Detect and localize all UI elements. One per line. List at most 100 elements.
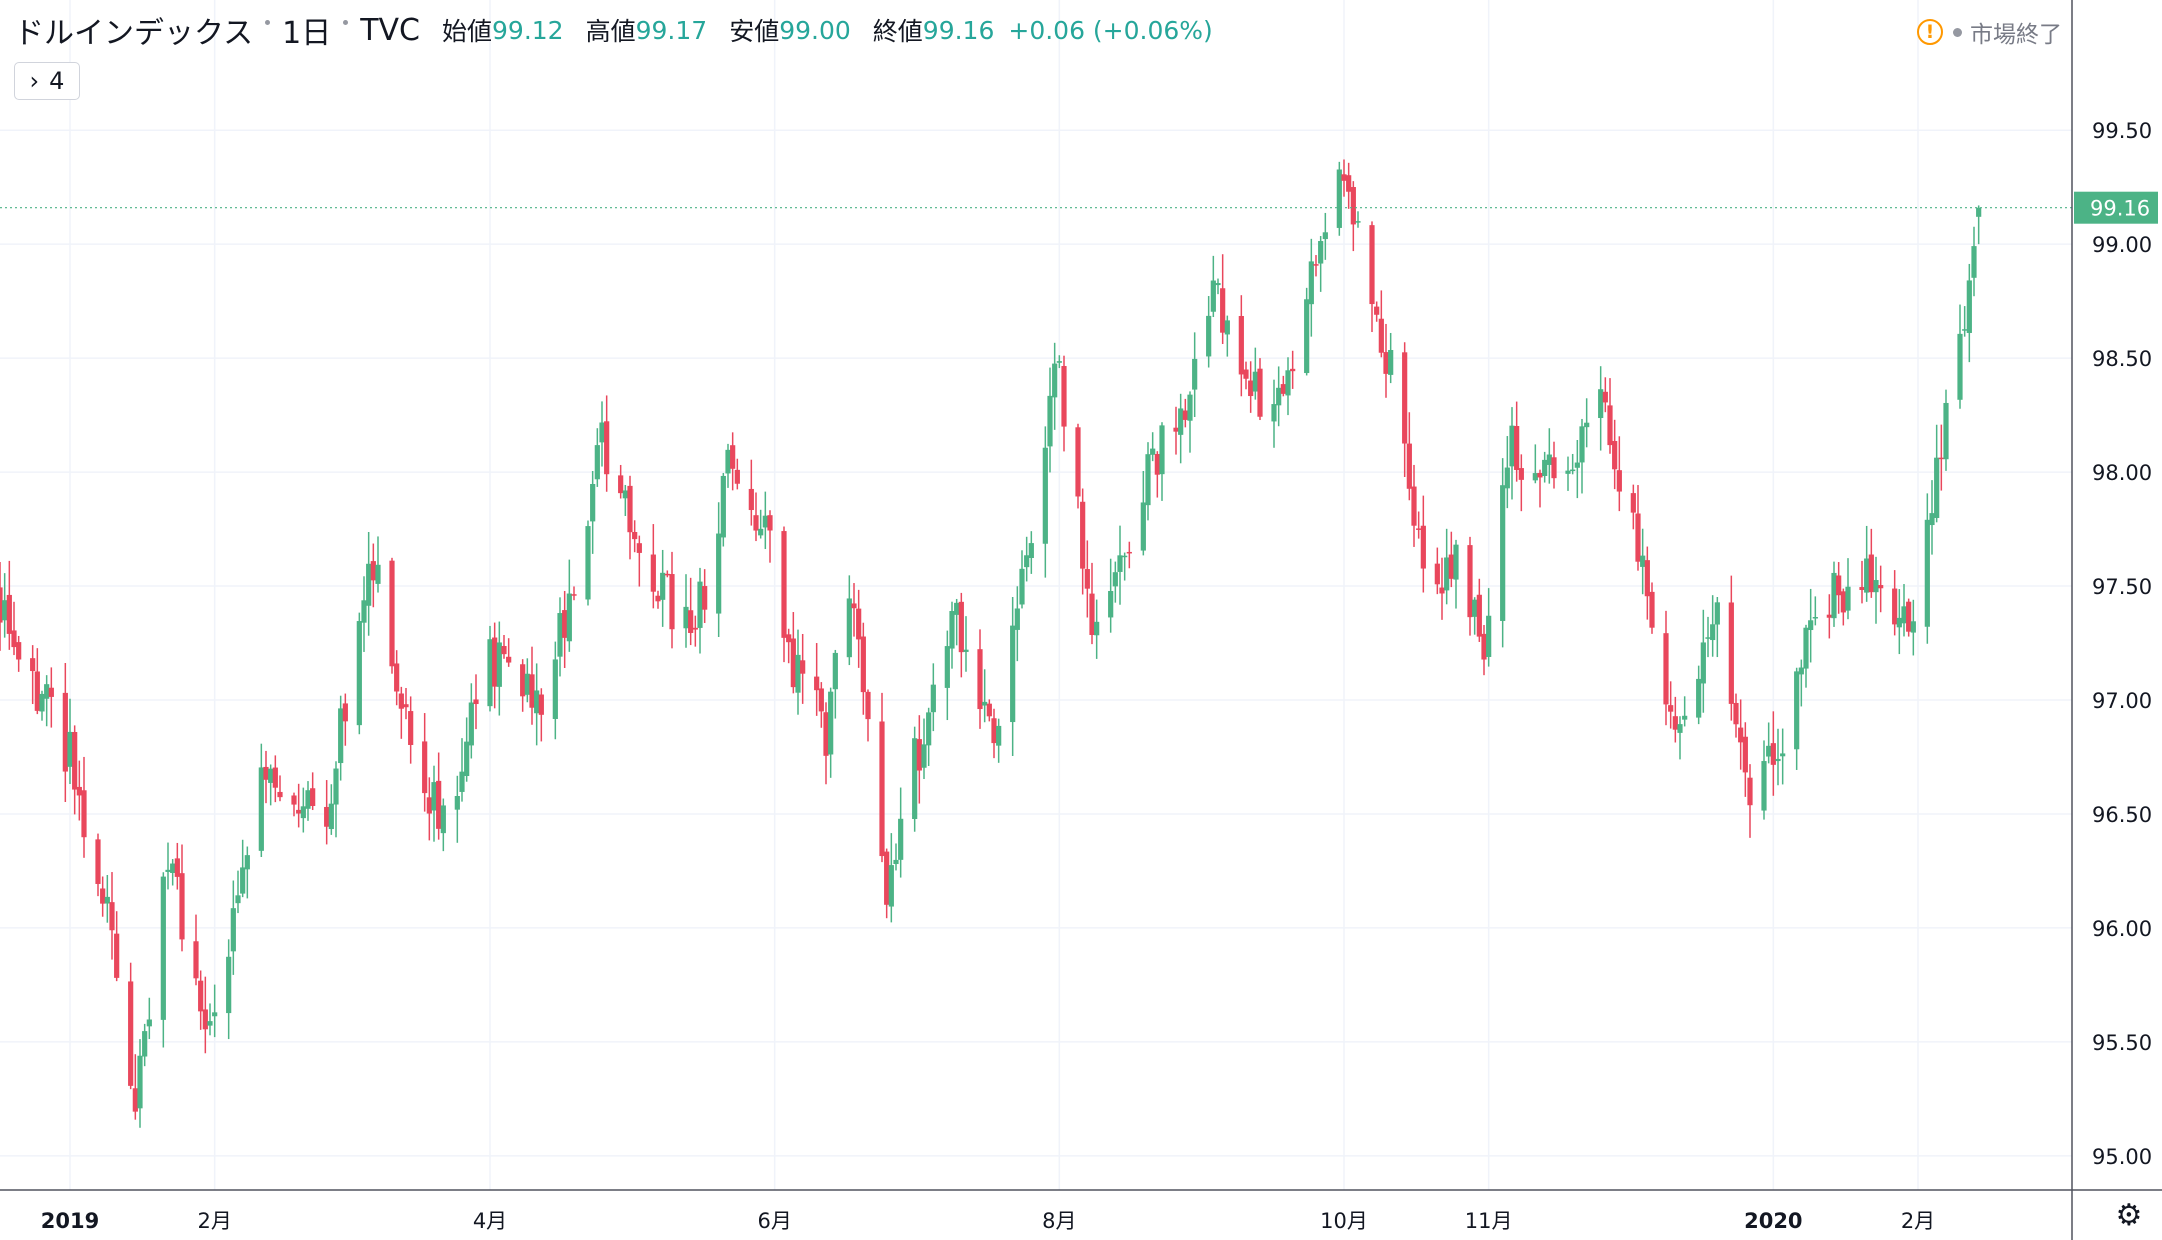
candle bbox=[1453, 539, 1459, 609]
x-tick-label: 2月 bbox=[197, 1209, 231, 1233]
candle-body bbox=[986, 703, 992, 717]
candle bbox=[1518, 454, 1524, 512]
candle-body bbox=[1836, 575, 1842, 596]
candle bbox=[823, 702, 829, 785]
candle bbox=[1780, 728, 1786, 785]
candle bbox=[146, 997, 152, 1040]
candle-body bbox=[1369, 225, 1375, 305]
candle-body bbox=[655, 595, 661, 602]
candle-body bbox=[408, 711, 414, 745]
candle bbox=[160, 872, 166, 1048]
candle-body bbox=[1826, 614, 1832, 618]
candle bbox=[1878, 565, 1884, 613]
candle-body bbox=[594, 445, 600, 480]
interval-label[interactable]: 1日 bbox=[282, 16, 332, 51]
candle bbox=[562, 590, 568, 669]
candle-body bbox=[1336, 169, 1342, 228]
low-label: 安値 bbox=[729, 17, 780, 46]
candle bbox=[48, 667, 54, 728]
candle bbox=[1014, 586, 1020, 662]
settings-gear-icon[interactable]: ⚙ bbox=[2115, 1197, 2143, 1233]
candle-body bbox=[1570, 469, 1576, 472]
candle-body bbox=[1089, 593, 1095, 635]
candle bbox=[1584, 398, 1590, 448]
candle-body bbox=[1518, 468, 1524, 480]
candle-body bbox=[366, 563, 372, 606]
candle bbox=[1010, 596, 1016, 757]
candle bbox=[258, 743, 264, 858]
candle-body bbox=[781, 531, 787, 638]
candle-body bbox=[324, 806, 330, 827]
candle bbox=[627, 475, 633, 560]
candle-body bbox=[1350, 187, 1356, 225]
candle-body bbox=[1383, 352, 1389, 374]
candle-body bbox=[468, 702, 474, 746]
candle-body bbox=[1028, 543, 1034, 559]
candle bbox=[1406, 412, 1412, 501]
candle bbox=[1481, 625, 1487, 676]
candle bbox=[958, 592, 964, 678]
candle-body bbox=[1616, 470, 1622, 492]
market-status: ! 市場終了 bbox=[1917, 14, 2062, 50]
candle bbox=[1416, 511, 1422, 539]
candle bbox=[1341, 159, 1347, 197]
candle bbox=[912, 726, 918, 832]
candle-body bbox=[1257, 368, 1263, 417]
indicators-toggle-button[interactable]: › 4 bbox=[14, 62, 80, 100]
candle bbox=[1224, 315, 1230, 357]
candle-body bbox=[1126, 551, 1132, 554]
candle bbox=[1206, 296, 1212, 368]
candle-body bbox=[67, 731, 73, 767]
candle-body bbox=[692, 627, 698, 630]
candle-body bbox=[1710, 624, 1716, 641]
candle bbox=[1243, 361, 1249, 390]
candle-body bbox=[398, 693, 404, 709]
candle-body bbox=[1276, 387, 1282, 406]
candle bbox=[16, 635, 22, 672]
candle bbox=[1154, 451, 1160, 498]
open-label: 始値 bbox=[442, 17, 493, 46]
candle-body bbox=[142, 1031, 148, 1057]
candle-body bbox=[1537, 472, 1543, 478]
candle-body bbox=[179, 873, 185, 940]
candle-body bbox=[1546, 454, 1552, 465]
x-tick-label: 2020 bbox=[1744, 1209, 1802, 1233]
warning-icon[interactable]: ! bbox=[1917, 19, 1943, 45]
y-tick-label: 97.00 bbox=[2092, 689, 2152, 713]
candle-body bbox=[1444, 557, 1450, 591]
candle-body bbox=[1808, 620, 1814, 631]
candle-body bbox=[1318, 241, 1324, 264]
candle-body bbox=[1238, 315, 1244, 375]
symbol-name[interactable]: ドルインデックス bbox=[14, 16, 254, 51]
candle-body bbox=[762, 515, 768, 528]
candle-body bbox=[1532, 473, 1538, 481]
candle bbox=[818, 682, 824, 728]
candle-body bbox=[860, 636, 866, 693]
candle bbox=[310, 772, 316, 811]
candle-body bbox=[795, 654, 801, 693]
candle-body bbox=[34, 671, 40, 711]
candle-body bbox=[459, 771, 465, 792]
candle bbox=[165, 842, 171, 890]
candle-body bbox=[496, 642, 502, 687]
candle-body bbox=[590, 483, 596, 522]
candle-body bbox=[753, 515, 759, 531]
candle bbox=[436, 752, 442, 840]
candle bbox=[137, 1039, 143, 1128]
candle-body bbox=[1042, 447, 1048, 544]
candle bbox=[1803, 624, 1809, 688]
candle bbox=[1971, 226, 1977, 297]
candle bbox=[716, 502, 722, 637]
candle bbox=[1028, 531, 1034, 574]
candle-body bbox=[865, 691, 871, 720]
candle bbox=[492, 622, 498, 709]
candle bbox=[459, 738, 465, 802]
candle-body bbox=[1584, 422, 1590, 428]
candle bbox=[1868, 528, 1874, 598]
candle bbox=[1290, 350, 1296, 389]
candle bbox=[1728, 575, 1734, 721]
candle-body bbox=[76, 786, 82, 796]
candle-body bbox=[697, 581, 703, 628]
candle-body bbox=[562, 610, 568, 638]
